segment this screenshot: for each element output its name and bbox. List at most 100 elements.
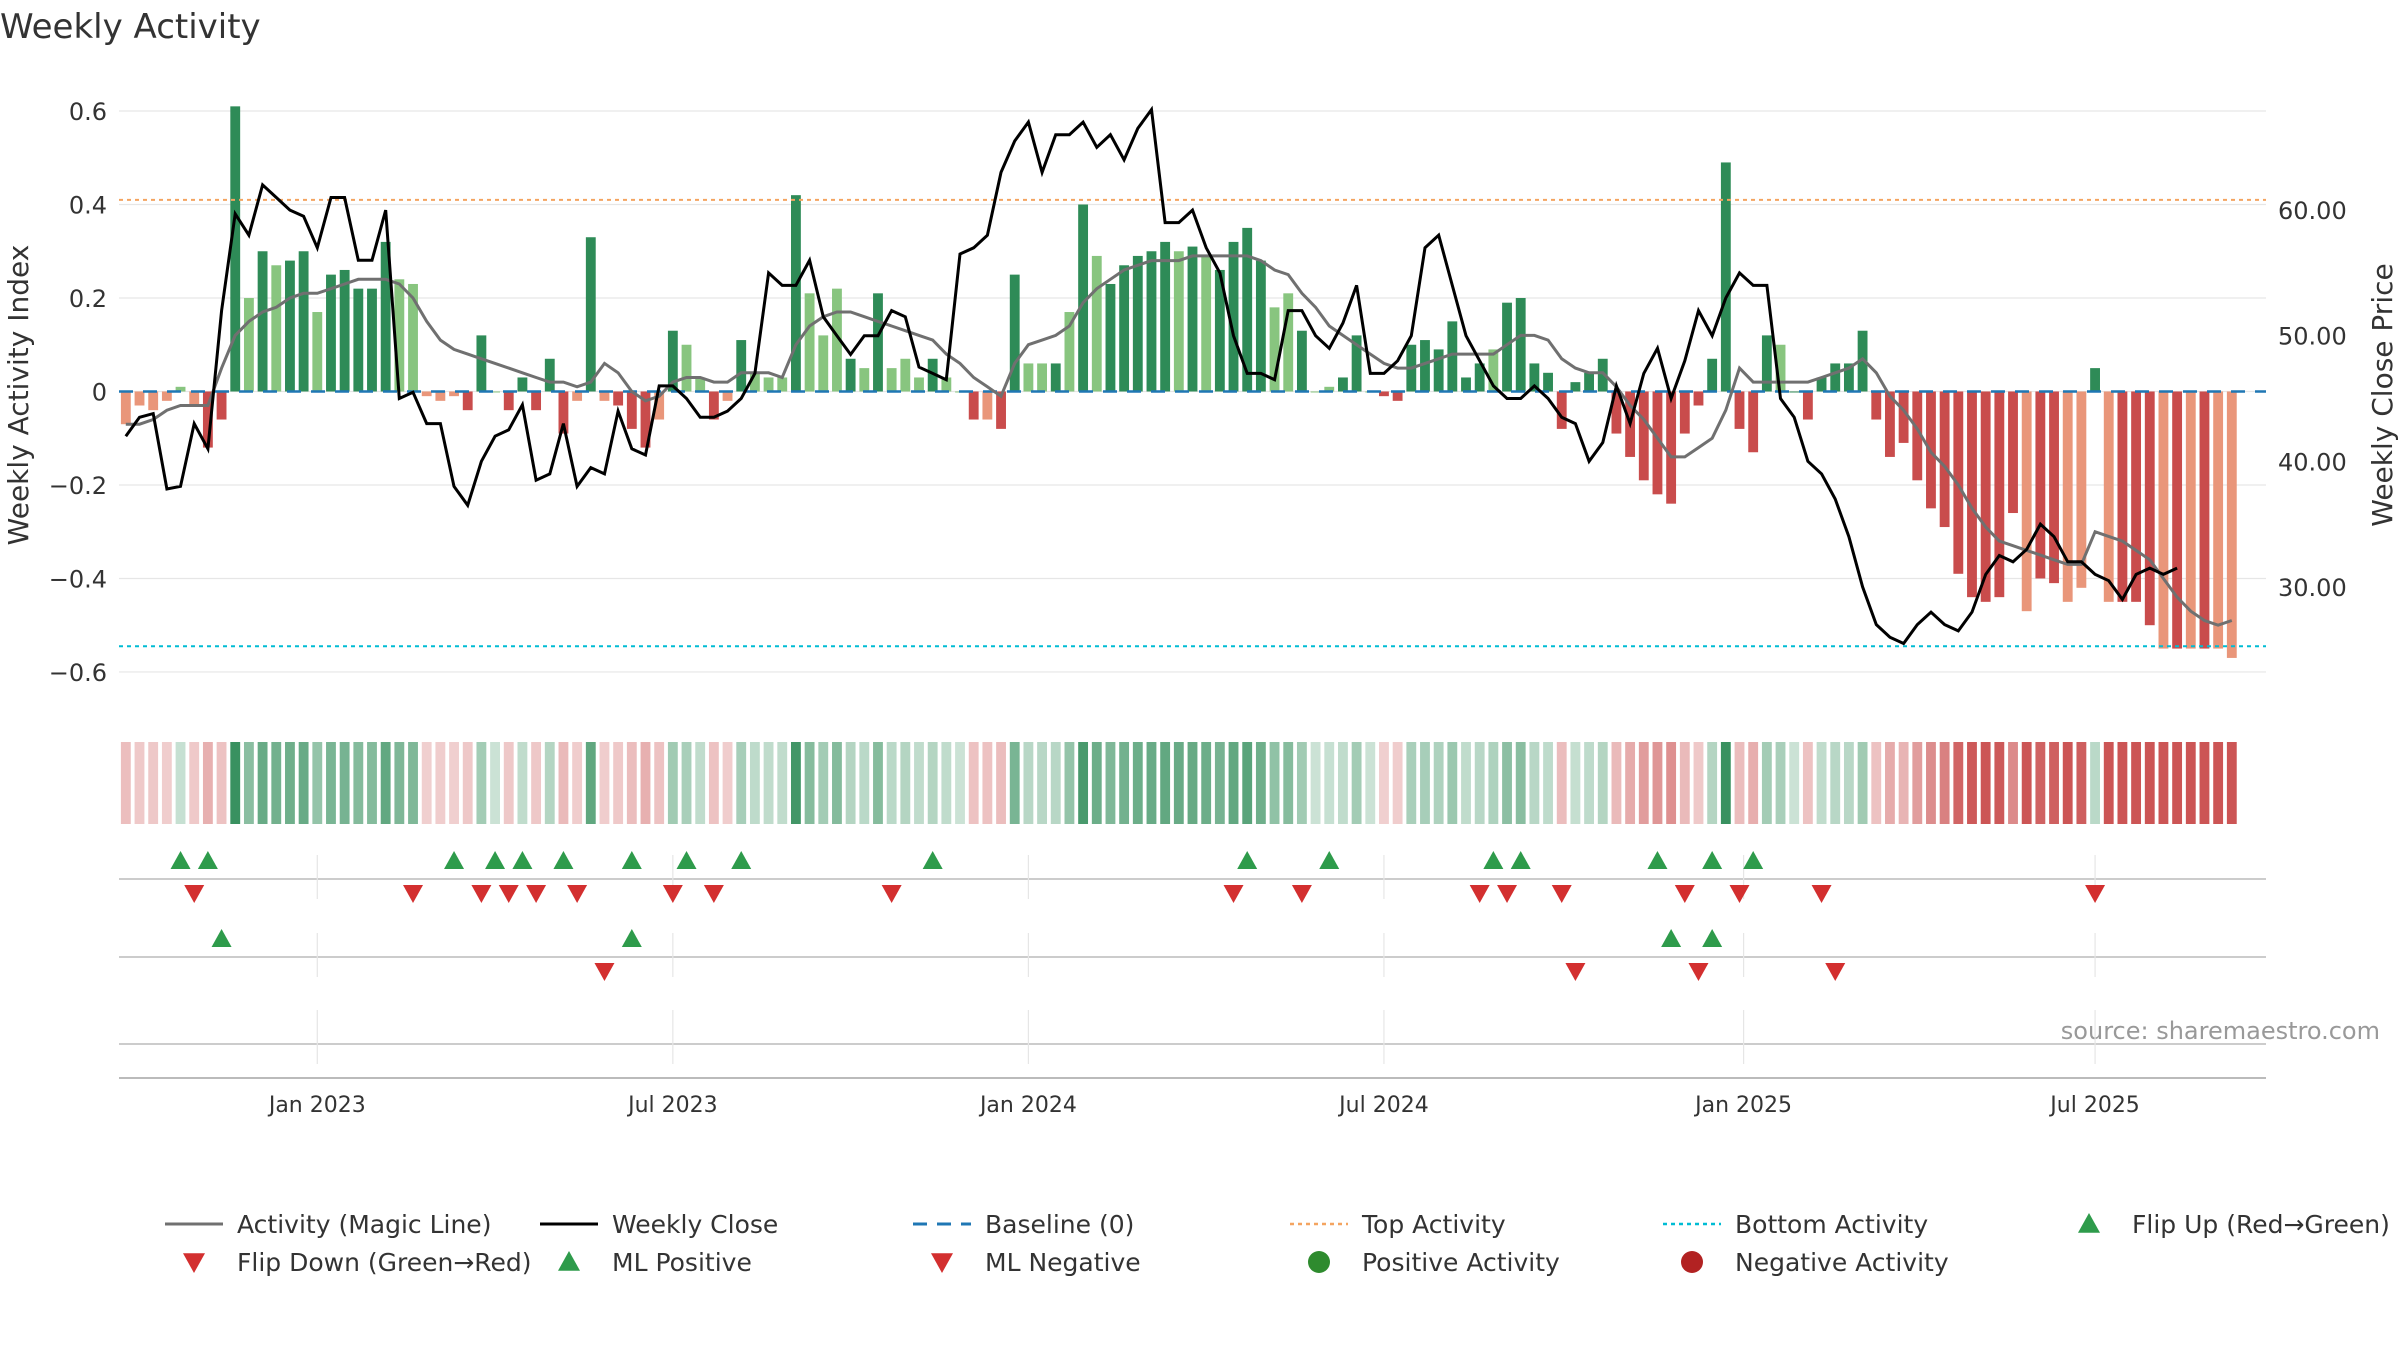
heatmap-cell xyxy=(626,742,637,824)
heatmap-cell xyxy=(1830,742,1841,824)
flip-down-marker xyxy=(2085,885,2106,903)
magic-line-series xyxy=(125,254,2233,627)
y-axis-label: Weekly Activity Index xyxy=(2,245,35,546)
heatmap-cell xyxy=(1433,742,1444,824)
heatmap-cell xyxy=(1064,742,1075,824)
activity-bar xyxy=(1748,391,1759,453)
ml-negative-marker xyxy=(594,963,615,981)
flip-down-marker xyxy=(403,885,424,903)
activity-bar xyxy=(408,283,418,392)
heatmap-cell xyxy=(1789,742,1800,824)
activity-bar xyxy=(1652,391,1663,495)
heatmap-cell xyxy=(2158,742,2169,824)
heatmap-cell xyxy=(1543,742,1553,824)
legend-label: Top Activity xyxy=(1361,1210,1506,1239)
heatmap-cell xyxy=(380,742,391,824)
heatmap-cell xyxy=(749,742,760,824)
heatmap-cell xyxy=(585,742,596,824)
activity-bar xyxy=(1816,377,1827,392)
activity-bar xyxy=(1228,241,1239,392)
heatmap-cell xyxy=(2131,742,2142,824)
activity-bar xyxy=(1214,269,1225,392)
heatmap-cell xyxy=(558,742,569,824)
flip-up-marker xyxy=(512,851,533,869)
legend-swatch xyxy=(931,1253,953,1273)
activity-bar xyxy=(285,260,295,392)
heatmap-cell xyxy=(1269,742,1280,824)
activity-bar xyxy=(394,279,405,392)
heatmap-cell xyxy=(1242,742,1253,824)
flip-down-marker xyxy=(662,885,683,903)
heatmap-cell xyxy=(2199,742,2210,824)
activity-bar xyxy=(1529,363,1540,392)
heatmap-cell xyxy=(1461,742,1471,824)
y-tick-label: −0.6 xyxy=(49,659,107,687)
heatmap-cell xyxy=(1365,742,1376,824)
flip-down-marker xyxy=(498,885,519,903)
activity-bar xyxy=(1638,391,1649,481)
heatmap-cell xyxy=(175,742,186,824)
activity-bar xyxy=(1980,391,1991,602)
heatmap-cell xyxy=(1693,742,1704,824)
activity-bar xyxy=(243,298,254,392)
heatmap-cell xyxy=(1037,742,1047,824)
activity-bar xyxy=(695,377,706,392)
chart-title: Weekly Activity xyxy=(0,7,261,47)
activity-bar xyxy=(462,391,473,411)
activity-bar xyxy=(1242,227,1253,392)
heatmap-cell xyxy=(2103,742,2114,824)
activity-bar xyxy=(1324,386,1335,392)
heatmap-cell xyxy=(2117,742,2128,824)
heatmap-cell xyxy=(394,742,405,824)
activity-bar xyxy=(873,293,883,392)
flip-up-marker xyxy=(1647,851,1668,869)
heatmap-cell xyxy=(1666,742,1677,824)
heatmap-cell xyxy=(654,742,665,824)
activity-bar xyxy=(927,358,938,392)
heatmap-cell xyxy=(1816,742,1827,824)
heatmap-cell xyxy=(476,742,487,824)
heatmap-cell xyxy=(1392,742,1403,824)
heatmap-cell xyxy=(2062,742,2073,824)
heatmap-cell xyxy=(1953,742,1964,824)
heatmap-cell xyxy=(955,742,965,824)
activity-bar xyxy=(1433,349,1444,392)
activity-bar xyxy=(900,358,911,392)
activity-bar xyxy=(1775,344,1786,392)
activity-bar xyxy=(558,391,569,434)
heatmap-cell xyxy=(326,742,336,824)
heatmap-cell xyxy=(1173,742,1184,824)
heatmap-cell xyxy=(599,742,610,824)
activity-bar xyxy=(1994,391,2005,598)
activity-heatmap xyxy=(120,742,2237,824)
activity-bar xyxy=(886,368,897,392)
heatmap-cell xyxy=(120,742,131,824)
activity-bar xyxy=(2103,391,2114,602)
activity-bar xyxy=(1187,246,1198,392)
heatmap-cell xyxy=(859,742,870,824)
activity-bar xyxy=(1461,377,1471,392)
legend-label: Flip Down (Green→Red) xyxy=(237,1248,532,1277)
activity-bar xyxy=(681,344,692,392)
heatmap-cell xyxy=(2185,742,2196,824)
activity-bar xyxy=(859,368,870,392)
heatmap-cell xyxy=(1802,742,1813,824)
heatmap-cell xyxy=(1078,742,1089,824)
activity-bar xyxy=(189,391,200,406)
activity-bar xyxy=(230,106,241,392)
activity-bar xyxy=(1515,298,1526,392)
activity-bar xyxy=(1967,391,1977,598)
x-tick-label: Jan 2023 xyxy=(267,1093,366,1118)
activity-bar xyxy=(1078,204,1089,392)
heatmap-cell xyxy=(1009,742,1020,824)
heatmap-cell xyxy=(1597,742,1608,824)
heatmap-cell xyxy=(1474,742,1485,824)
flip-down-marker xyxy=(881,885,902,903)
flip-down-marker xyxy=(1729,885,1750,903)
activity-bar xyxy=(1474,363,1485,392)
activity-bar xyxy=(148,391,159,411)
legend-swatch xyxy=(2078,1213,2100,1233)
heatmap-cell xyxy=(640,742,651,824)
legend-label: Bottom Activity xyxy=(1735,1210,1928,1239)
